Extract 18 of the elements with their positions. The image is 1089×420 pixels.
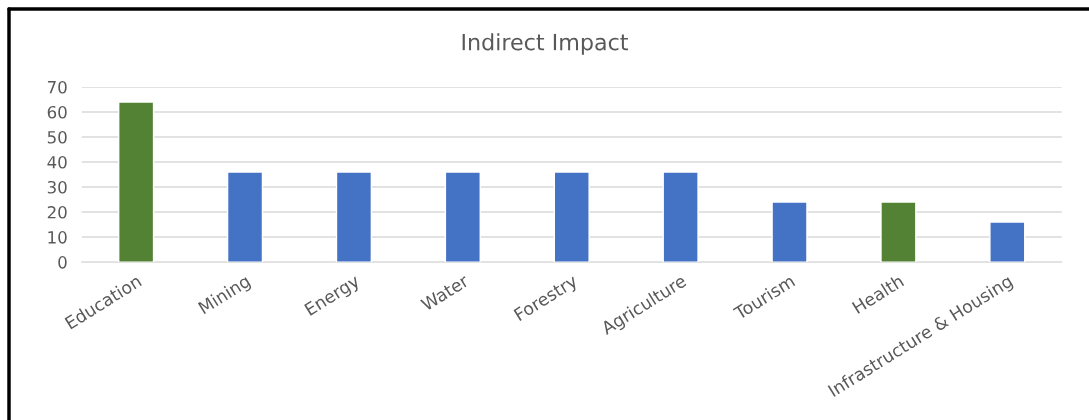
- bar: [335, 171, 373, 263]
- y-tick-label: 60: [47, 105, 67, 119]
- bar: [662, 171, 699, 263]
- y-tick-label: 0: [58, 256, 67, 269]
- bar: [226, 171, 264, 263]
- y-tick-label: 30: [47, 180, 67, 194]
- y-tick-label: 20: [47, 206, 67, 219]
- y-tick-label: 70: [47, 80, 67, 94]
- bar: [771, 201, 808, 263]
- y-tick-label: 40: [47, 155, 67, 169]
- y-tick-label: 10: [48, 231, 67, 244]
- chart-title: Indirect Impact: [462, 33, 628, 55]
- y-tick-label: 50: [47, 130, 67, 144]
- bar: [880, 201, 917, 263]
- bar: [118, 101, 155, 263]
- bar: [553, 171, 590, 263]
- bar: [989, 221, 1026, 263]
- bar: [444, 171, 481, 263]
